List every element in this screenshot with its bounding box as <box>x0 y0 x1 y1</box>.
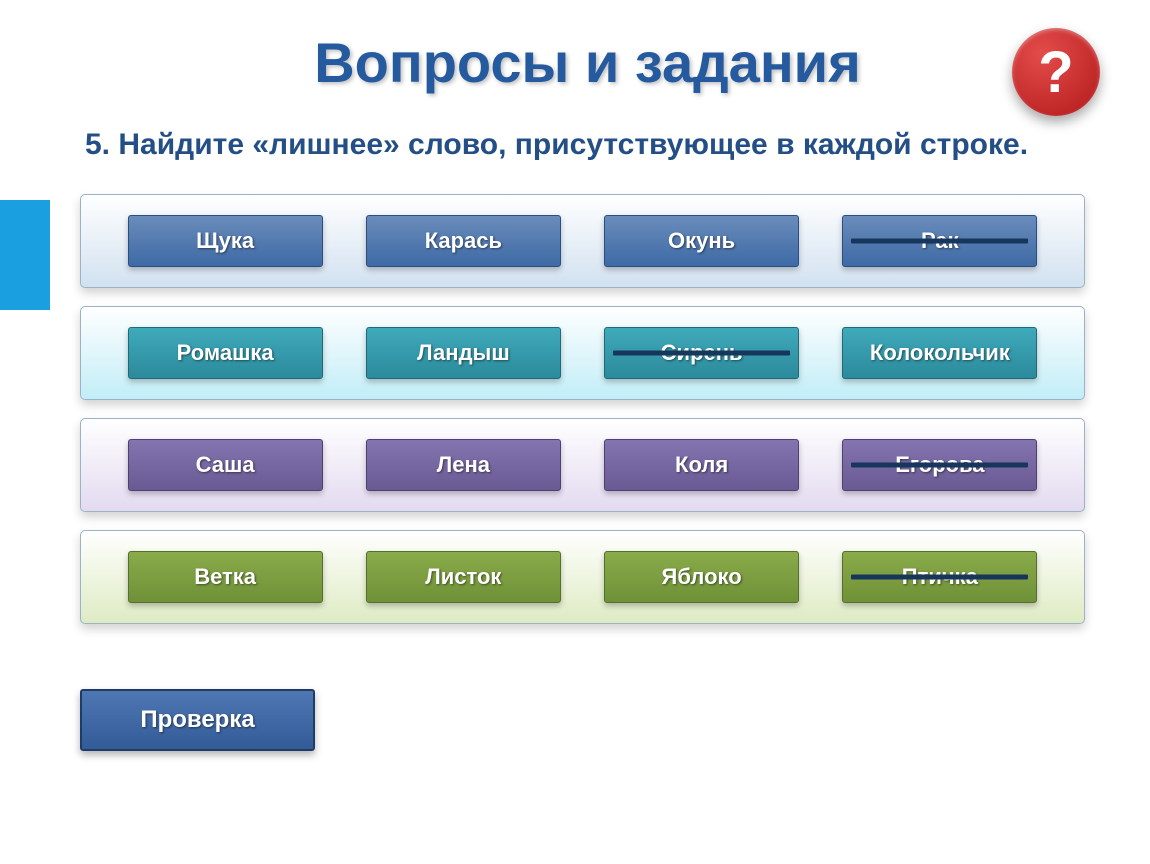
help-badge[interactable]: ? <box>1012 28 1100 116</box>
word-row: Саша Лена Коля Егорова <box>80 418 1085 512</box>
word-label: Карась <box>425 228 502 254</box>
word-cell[interactable]: Яблоко <box>604 551 799 603</box>
word-cell[interactable]: Листок <box>366 551 561 603</box>
word-cell[interactable]: Щука <box>128 215 323 267</box>
word-label: Ландыш <box>417 340 510 366</box>
sidebar-accent <box>0 200 50 310</box>
check-button-label: Проверка <box>140 706 254 734</box>
word-label: Лена <box>437 452 490 478</box>
word-label: Рак <box>921 228 959 254</box>
word-label: Коля <box>675 452 728 478</box>
help-icon: ? <box>1038 39 1073 106</box>
word-row: Ветка Листок Яблоко Птичка <box>80 530 1085 624</box>
slide-content: ? Вопросы и задания 5. Найдите «лишнее» … <box>0 0 1150 781</box>
word-cell[interactable]: Птичка <box>842 551 1037 603</box>
word-cell[interactable]: Саша <box>128 439 323 491</box>
word-cell[interactable]: Карась <box>366 215 561 267</box>
check-button[interactable]: Проверка <box>80 689 315 751</box>
question-text: 5. Найдите «лишнее» слово, присутствующе… <box>85 125 1090 166</box>
word-cell[interactable]: Колокольчик <box>842 327 1037 379</box>
page-title: Вопросы и задания <box>75 30 1100 95</box>
word-cell[interactable]: Ромашка <box>128 327 323 379</box>
word-cell[interactable]: Окунь <box>604 215 799 267</box>
word-cell[interactable]: Ландыш <box>366 327 561 379</box>
rows-container: Щука Карась Окунь Рак Ромашка Ландыш Сирень Кол… <box>80 194 1085 624</box>
word-cell[interactable]: Сирень <box>604 327 799 379</box>
word-label: Сирень <box>661 340 743 366</box>
word-label: Ромашка <box>177 340 274 366</box>
word-cell[interactable]: Лена <box>366 439 561 491</box>
word-label: Саша <box>196 452 255 478</box>
word-label: Колокольчик <box>870 340 1010 366</box>
word-cell[interactable]: Рак <box>842 215 1037 267</box>
word-cell[interactable]: Коля <box>604 439 799 491</box>
word-label: Окунь <box>668 228 735 254</box>
word-label: Егорова <box>895 452 984 478</box>
word-cell[interactable]: Ветка <box>128 551 323 603</box>
word-row: Щука Карась Окунь Рак <box>80 194 1085 288</box>
word-label: Птичка <box>902 564 978 590</box>
word-cell[interactable]: Егорова <box>842 439 1037 491</box>
word-label: Ветка <box>194 564 256 590</box>
word-label: Щука <box>196 228 254 254</box>
word-label: Яблоко <box>662 564 742 590</box>
word-label: Листок <box>425 564 501 590</box>
word-row: Ромашка Ландыш Сирень Колокольчик <box>80 306 1085 400</box>
